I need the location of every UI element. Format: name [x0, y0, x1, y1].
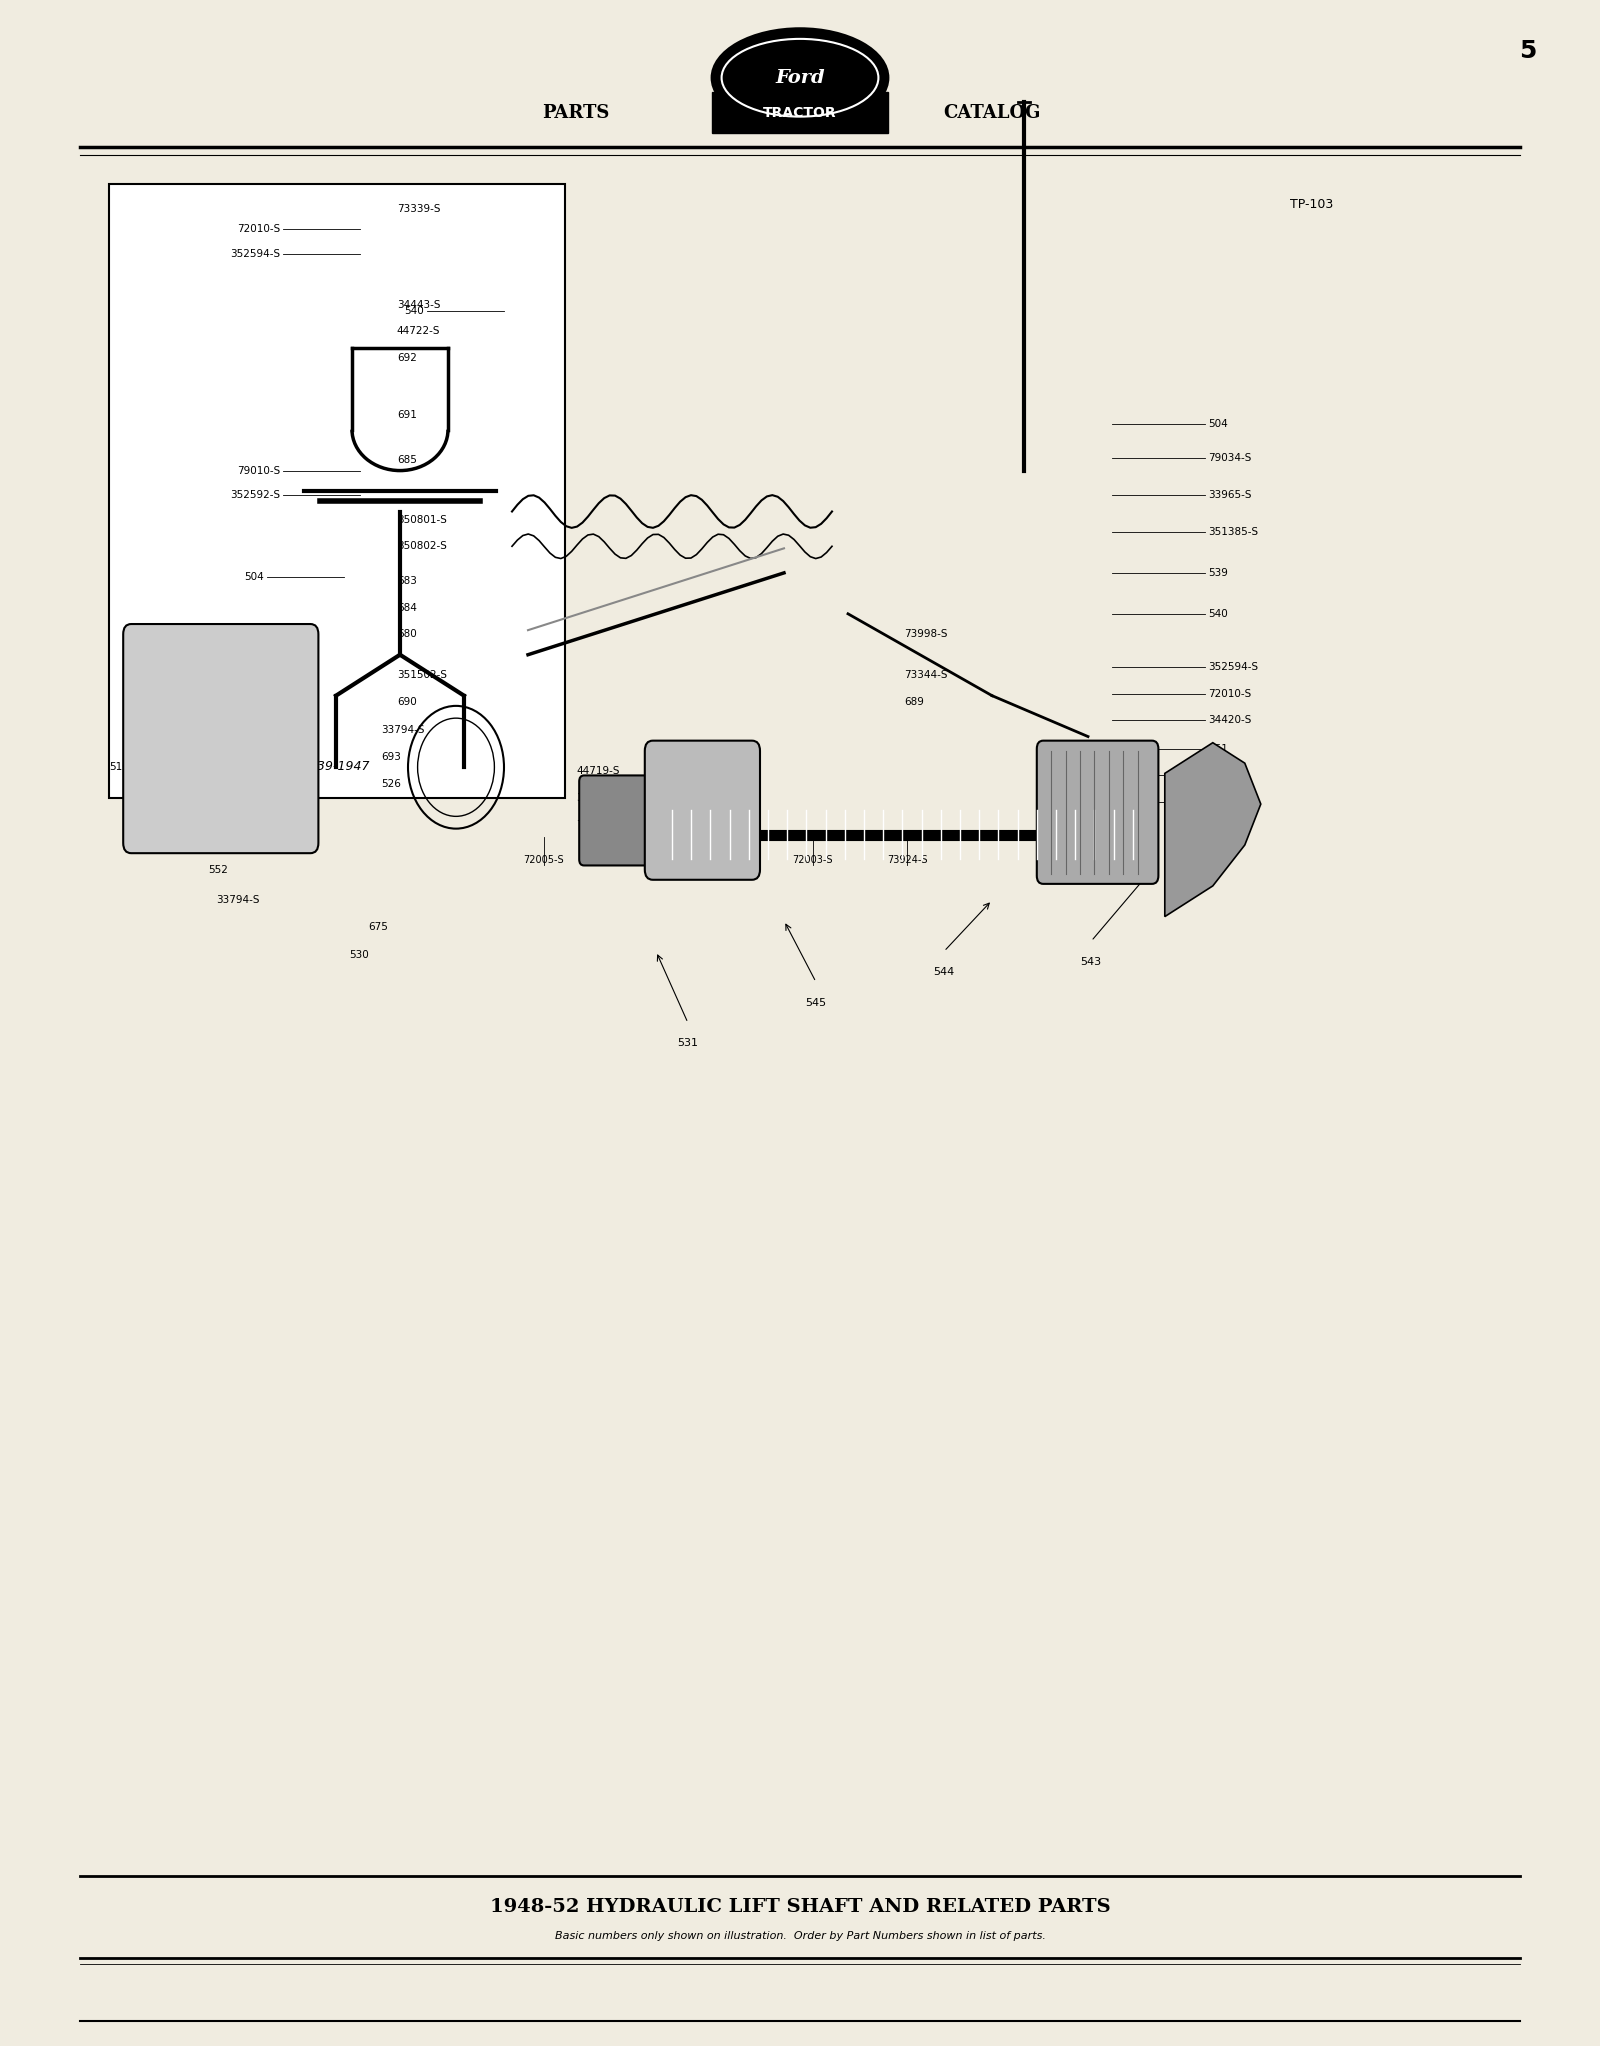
FancyBboxPatch shape — [123, 624, 318, 853]
Text: 675: 675 — [368, 923, 387, 931]
Text: 680: 680 — [397, 630, 416, 638]
Text: 33965-S: 33965-S — [1208, 491, 1251, 499]
Text: 73344-S: 73344-S — [904, 671, 947, 679]
Text: 351385-S: 351385-S — [1208, 528, 1258, 536]
Text: 352592-S: 352592-S — [230, 491, 280, 499]
Text: 689: 689 — [904, 698, 923, 706]
Text: 20874-S: 20874-S — [1208, 798, 1251, 806]
FancyBboxPatch shape — [712, 92, 888, 133]
Text: 551: 551 — [1208, 745, 1227, 753]
Text: 352594-S: 352594-S — [1208, 663, 1258, 671]
Text: 350801-S: 350801-S — [397, 516, 446, 524]
Text: 33794-S: 33794-S — [381, 726, 424, 735]
Text: 44722-S: 44722-S — [397, 327, 440, 336]
Ellipse shape — [722, 39, 878, 117]
Text: 34443-S: 34443-S — [397, 301, 440, 309]
Text: 540: 540 — [405, 307, 424, 315]
FancyBboxPatch shape — [645, 741, 760, 880]
Text: Ford: Ford — [774, 70, 826, 86]
Text: 553: 553 — [128, 825, 147, 833]
Text: 72010-S: 72010-S — [237, 225, 280, 233]
Text: 79010-S: 79010-S — [237, 466, 280, 475]
Text: 72003-S: 72003-S — [792, 855, 834, 865]
Text: TRACTOR: TRACTOR — [763, 106, 837, 119]
Text: 530: 530 — [349, 951, 368, 960]
Text: 73924-S: 73924-S — [886, 855, 928, 865]
Text: CATALOG: CATALOG — [944, 104, 1040, 121]
Text: 73939-S: 73939-S — [704, 855, 746, 865]
Text: 352648-S: 352648-S — [576, 794, 626, 802]
Text: 690: 690 — [397, 698, 416, 706]
Text: 544: 544 — [933, 968, 955, 976]
Text: 684: 684 — [397, 604, 416, 612]
Text: 74034-S: 74034-S — [619, 855, 661, 865]
FancyBboxPatch shape — [579, 775, 653, 865]
Text: 504: 504 — [1208, 419, 1227, 428]
Text: 693: 693 — [381, 753, 400, 761]
Text: 531: 531 — [677, 1039, 699, 1048]
Text: 543: 543 — [1080, 958, 1102, 966]
Text: 33794-S: 33794-S — [216, 896, 259, 904]
Text: 526: 526 — [381, 780, 400, 788]
Text: 550: 550 — [1208, 771, 1227, 780]
Text: 79034-S: 79034-S — [1208, 454, 1251, 462]
Text: 539: 539 — [1208, 569, 1227, 577]
Text: TP-103: TP-103 — [1290, 198, 1334, 211]
Text: 352594-S: 352594-S — [230, 250, 280, 258]
Text: 1948-52 HYDRAULIC LIFT SHAFT AND RELATED PARTS: 1948-52 HYDRAULIC LIFT SHAFT AND RELATED… — [490, 1899, 1110, 1915]
Text: 44719-S: 44719-S — [576, 767, 619, 775]
Text: 552: 552 — [208, 865, 227, 874]
Text: 691: 691 — [397, 411, 416, 419]
Text: 34420-S: 34420-S — [1208, 716, 1251, 724]
Text: 540: 540 — [1208, 610, 1227, 618]
Text: 72005-S: 72005-S — [523, 855, 565, 865]
Text: Basic numbers only shown on illustration.  Order by Part Numbers shown in list o: Basic numbers only shown on illustration… — [555, 1931, 1045, 1940]
Text: 351502-S: 351502-S — [397, 671, 446, 679]
Text: 504: 504 — [245, 573, 264, 581]
Text: 1939-1947: 1939-1947 — [302, 761, 370, 773]
Bar — [109, 184, 565, 798]
Text: 73998-S: 73998-S — [904, 630, 947, 638]
Polygon shape — [1165, 743, 1261, 917]
Text: 510: 510 — [109, 763, 128, 771]
Text: 73339-S: 73339-S — [397, 205, 440, 213]
Text: 72003-S: 72003-S — [576, 820, 619, 829]
Text: PARTS: PARTS — [542, 104, 610, 121]
Text: 685: 685 — [397, 456, 416, 464]
Ellipse shape — [712, 29, 888, 127]
Text: 5: 5 — [1520, 39, 1536, 63]
Text: 72010-S: 72010-S — [1208, 690, 1251, 698]
Text: 683: 683 — [397, 577, 416, 585]
Text: 545: 545 — [805, 998, 827, 1007]
Text: 350802-S: 350802-S — [397, 542, 446, 550]
Text: 692: 692 — [397, 354, 416, 362]
FancyBboxPatch shape — [1037, 741, 1158, 884]
